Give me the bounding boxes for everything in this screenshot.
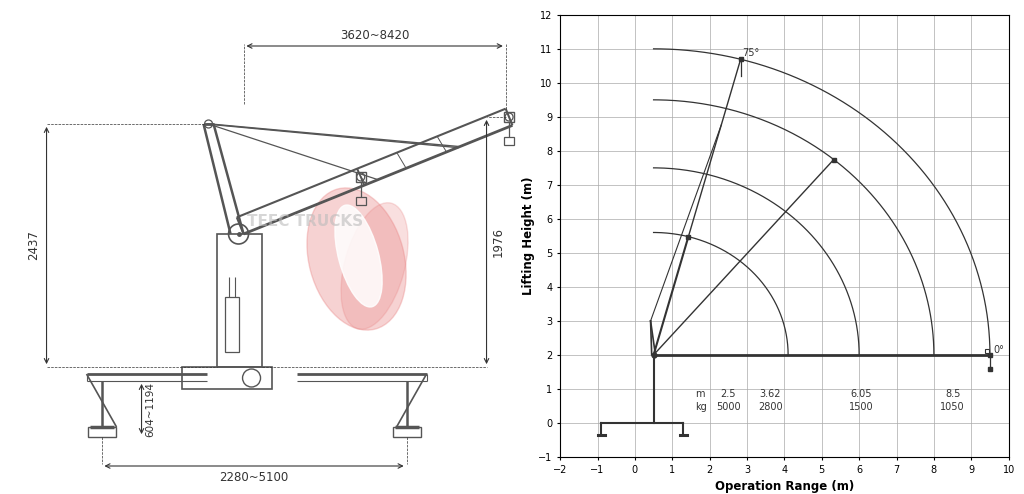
X-axis label: Operation Range (m): Operation Range (m) <box>715 480 854 493</box>
Text: 1050: 1050 <box>940 402 965 412</box>
Ellipse shape <box>307 188 407 330</box>
Text: kg: kg <box>694 402 707 412</box>
Bar <box>355 172 366 182</box>
Text: m: m <box>694 389 705 400</box>
Y-axis label: Lifting Height (m): Lifting Height (m) <box>522 177 536 295</box>
Bar <box>87 427 116 437</box>
Ellipse shape <box>341 203 408 329</box>
Bar <box>216 234 261 367</box>
Text: 6.05: 6.05 <box>850 389 871 400</box>
Text: TEEC TRUCKS: TEEC TRUCKS <box>247 214 362 229</box>
Text: 604~1194: 604~1194 <box>145 381 156 437</box>
Bar <box>355 197 366 205</box>
Text: 3620~8420: 3620~8420 <box>340 29 410 42</box>
Bar <box>504 137 514 145</box>
Text: 2800: 2800 <box>758 402 782 412</box>
Bar <box>392 427 421 437</box>
Text: 2.5: 2.5 <box>721 389 736 400</box>
Text: 1500: 1500 <box>849 402 873 412</box>
Text: 3.62: 3.62 <box>760 389 781 400</box>
Text: 8.5: 8.5 <box>945 389 961 400</box>
Text: 0°: 0° <box>993 345 1005 355</box>
Bar <box>224 297 239 352</box>
Text: 75°: 75° <box>742 48 760 58</box>
Bar <box>181 367 271 389</box>
Bar <box>504 112 514 122</box>
Text: 1976: 1976 <box>492 227 505 257</box>
Text: 2437: 2437 <box>28 231 41 260</box>
Ellipse shape <box>335 205 382 307</box>
Text: 2280~5100: 2280~5100 <box>219 471 289 484</box>
Text: 5000: 5000 <box>716 402 740 412</box>
